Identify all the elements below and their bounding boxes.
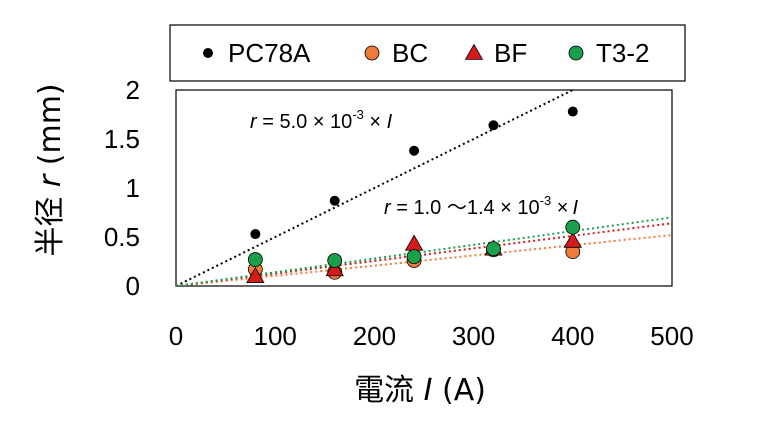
x-tick-labels: 0 100 200 300 400 500 [169,321,694,351]
annotation-pc78a-fit: r = 5.0 × 10-3 × I [250,107,393,133]
data-points [246,106,582,283]
x-tick-label: 400 [551,321,594,351]
point-t3-2-1 [247,252,263,267]
y-tick-label: 1 [126,173,140,203]
point-t3-2-4 [486,241,501,257]
trendlines [176,90,672,286]
point-pc78a-2 [329,195,340,206]
point-pc78a-5 [567,106,578,117]
legend-label-bc: BC [392,38,428,68]
y-tick-label: 2 [126,75,140,105]
trendline-1 [176,90,576,286]
point-t3-2-2 [327,253,343,268]
annotation-group-fit: r = 1.0 ～1.4 × 10-3 × I [384,193,578,219]
point-t3-2-3 [406,249,422,265]
trendline-3 [176,222,672,286]
legend: PC78A BC BF T3-2 [203,38,649,68]
point-pc78a-3 [409,145,420,156]
point-pc78a-1 [250,229,261,240]
x-tick-label: 0 [169,321,183,351]
point-bf-3 [404,234,424,251]
y-tick-labels: 0 0.5 1 1.5 2 [104,75,140,301]
trendline-2 [176,234,672,286]
x-tick-label: 300 [452,321,495,351]
legend-box [169,24,686,82]
x-axis-label: 電流 I (A) [354,373,486,408]
legend-label-pc78a: PC78A [228,38,311,68]
plot-frame [175,89,673,287]
y-tick-label: 0.5 [104,222,140,252]
x-tick-label: 100 [254,321,297,351]
x-tick-label: 200 [353,321,396,351]
y-axis-label: 半径 r (mm) [33,83,68,256]
legend-marker-bf [464,43,484,60]
y-tick-label: 1.5 [104,124,140,154]
trendline-4 [176,216,672,286]
x-tick-label: 500 [650,321,693,351]
y-tick-label: 0 [126,271,140,301]
point-bf-2 [325,260,344,277]
point-t3-2-5 [565,219,581,235]
legend-marker-pc78a [203,48,213,58]
legend-marker-bc [364,45,380,61]
legend-label-t3-2: T3-2 [596,38,649,68]
legend-label-bf: BF [494,38,527,68]
legend-marker-t3-2 [568,45,584,61]
point-pc78a-4 [488,120,499,131]
point-bf-5 [563,231,582,248]
point-bf-1 [246,266,265,283]
